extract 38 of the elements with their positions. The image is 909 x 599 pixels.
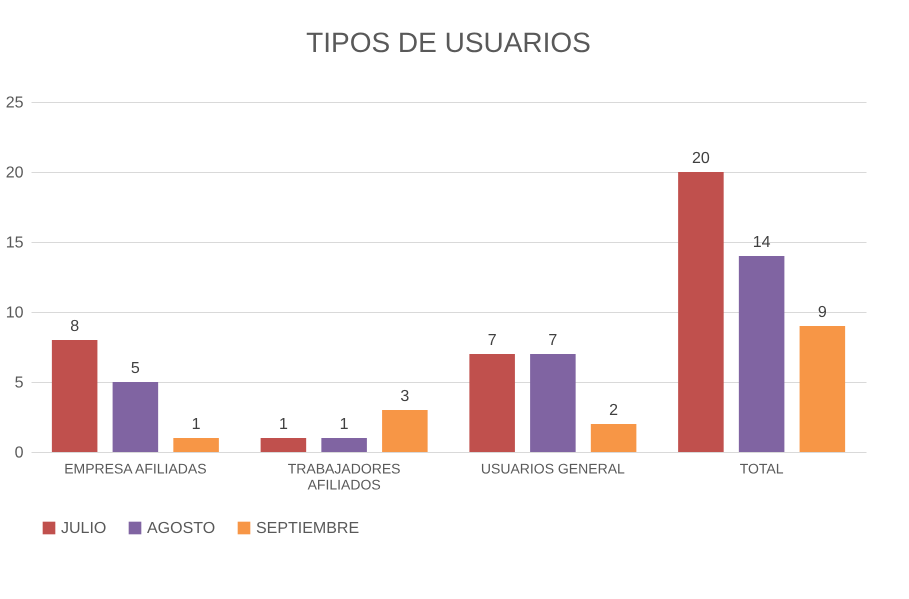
data-label: 9 (818, 304, 827, 321)
data-label: 14 (752, 234, 771, 251)
y-tick-label: 0 (14, 444, 24, 462)
bar (469, 354, 515, 452)
bar (382, 410, 428, 452)
bar (112, 382, 158, 452)
bar (52, 340, 98, 452)
bar (173, 438, 219, 452)
bar (260, 438, 306, 452)
bar (590, 424, 636, 452)
x-tick-label: USUARIOS GENERAL (480, 460, 626, 476)
data-label: 1 (192, 416, 201, 433)
chart-title: TIPOS DE USUARIOS (306, 27, 591, 58)
data-label: 8 (70, 318, 80, 335)
data-label: 5 (130, 360, 140, 377)
x-tick-label: TRABAJADORES AFILIADOS (288, 460, 401, 492)
data-label: 2 (609, 402, 618, 419)
data-label: 20 (692, 150, 710, 167)
bar (800, 326, 846, 452)
data-label: 7 (548, 332, 558, 349)
legend-label: JULIO (61, 520, 106, 537)
legend-label: AGOSTO (147, 520, 216, 537)
y-tick-label: 5 (14, 374, 24, 392)
x-tick-label: TOTAL (740, 460, 784, 476)
bar (530, 354, 576, 452)
data-label: 3 (400, 388, 410, 405)
data-label: 1 (278, 416, 288, 433)
data-label: 1 (340, 416, 349, 433)
y-tick-label: 15 (6, 234, 24, 252)
y-tick-label: 25 (6, 94, 24, 112)
y-tick-label: 20 (6, 164, 24, 182)
data-label: 7 (488, 332, 497, 349)
y-tick-label: 10 (6, 304, 24, 322)
x-tick-label: EMPRESA AFILIADAS (64, 460, 207, 476)
legend-label: SEPTIEMBRE (256, 520, 360, 537)
bar (738, 256, 784, 452)
bar (678, 172, 724, 452)
bar (321, 438, 367, 452)
